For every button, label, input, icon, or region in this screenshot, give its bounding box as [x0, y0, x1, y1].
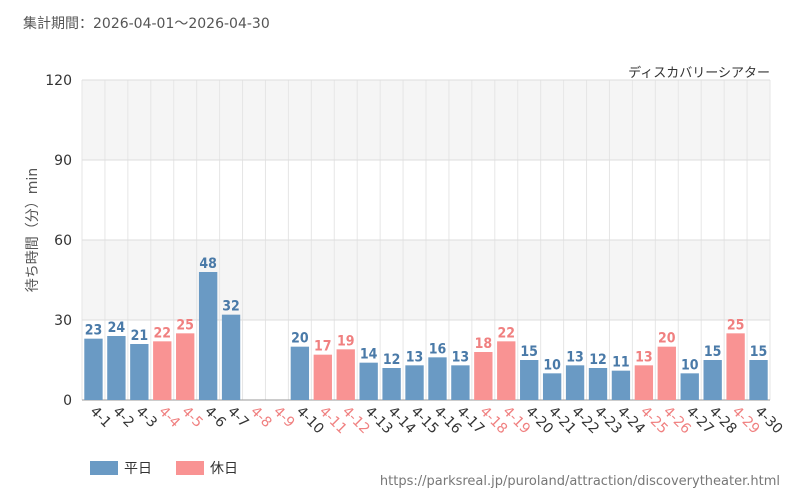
bar — [153, 341, 172, 400]
x-tick-label: 4-3 — [133, 404, 160, 431]
bar-value-label: 10 — [543, 357, 561, 373]
bar-value-label: 22 — [154, 325, 172, 341]
bar-value-label: 14 — [360, 347, 378, 363]
bar — [497, 341, 516, 400]
bar-value-label: 48 — [199, 256, 217, 272]
x-tick-label: 4-1 — [87, 404, 114, 431]
x-tick-label: 4-6 — [201, 404, 229, 432]
bar-value-label: 13 — [406, 349, 424, 365]
bar — [428, 357, 447, 400]
bar — [634, 365, 654, 400]
bar-value-label: 15 — [750, 344, 768, 360]
bar — [542, 373, 562, 400]
bar-value-label: 16 — [429, 341, 447, 357]
y-tick-label: 60 — [54, 233, 72, 249]
legend: 平日 休日 — [90, 458, 262, 478]
y-tick-label: 90 — [54, 153, 72, 169]
bar-value-label: 15 — [520, 344, 538, 360]
x-tick-label: 4-9 — [270, 404, 297, 431]
bar-value-label: 20 — [658, 331, 676, 347]
y-tick-label: 120 — [45, 73, 72, 89]
bar-value-label: 21 — [131, 328, 149, 344]
bar — [382, 368, 401, 400]
bar-value-label: 24 — [108, 320, 126, 336]
x-tick-label: 4-5 — [178, 404, 205, 431]
bar — [657, 346, 676, 400]
bar — [565, 365, 585, 400]
bar — [336, 349, 355, 400]
bar — [611, 370, 631, 400]
bar-value-label: 20 — [291, 331, 309, 347]
bar-value-label: 18 — [475, 336, 493, 352]
y-tick-label: 30 — [54, 313, 72, 329]
legend-holiday: 休日 — [176, 458, 238, 478]
bar — [221, 314, 241, 400]
bar-value-label: 10 — [681, 357, 699, 373]
bar-value-label: 12 — [589, 352, 607, 368]
x-tick-label: 4-7 — [224, 404, 251, 431]
bar-value-label: 32 — [222, 299, 240, 315]
x-tick-label: 4-8 — [247, 404, 274, 431]
bar — [198, 272, 218, 400]
bar — [703, 360, 722, 400]
bar-value-label: 13 — [635, 349, 653, 365]
bar — [130, 344, 149, 400]
legend-weekday-label: 平日 — [124, 461, 152, 477]
bar-value-label: 12 — [383, 352, 401, 368]
y-tick-label: 0 — [63, 393, 72, 409]
bar-value-label: 17 — [314, 339, 332, 355]
bar — [405, 365, 424, 400]
bar-value-label: 19 — [337, 333, 355, 349]
legend-weekday: 平日 — [90, 458, 152, 478]
bar — [107, 336, 126, 400]
bar — [474, 352, 493, 400]
bar — [520, 360, 539, 400]
chart-bars — [84, 272, 768, 400]
bar-value-label: 13 — [566, 349, 584, 365]
bar-value-label: 11 — [612, 355, 630, 371]
bar — [726, 333, 745, 400]
bar-value-label: 15 — [704, 344, 722, 360]
x-tick-label: 4-4 — [155, 404, 183, 432]
bar — [451, 365, 470, 400]
bar — [176, 333, 195, 400]
legend-holiday-swatch — [176, 461, 204, 475]
chart-grid — [81, 79, 771, 401]
bar-value-label: 23 — [85, 323, 103, 339]
bar — [313, 354, 332, 400]
legend-weekday-swatch — [90, 461, 118, 475]
bar — [290, 346, 310, 400]
legend-holiday-label: 休日 — [210, 461, 238, 477]
bar — [680, 373, 699, 400]
bar-value-label: 22 — [498, 325, 516, 341]
x-tick-label: 4-2 — [110, 404, 137, 431]
bar-value-label: 13 — [452, 349, 470, 365]
chart-x-ticks: 4-14-24-34-44-54-64-74-84-94-104-114-124… — [87, 404, 786, 438]
source-url: https://parksreal.jp/puroland/attraction… — [379, 474, 780, 489]
bar — [588, 368, 608, 400]
bar — [359, 362, 378, 400]
period-label: 集計期間：2026-04-01～2026-04-30 — [23, 16, 270, 32]
bar — [84, 338, 103, 400]
bar — [749, 360, 768, 400]
chart-y-ticks: 0 30 60 90 120 — [45, 73, 72, 409]
attraction-name: ディスカバリーシアター — [628, 66, 770, 81]
y-axis-label: 待ち時間（分）min — [25, 168, 41, 292]
bar-value-label: 25 — [727, 317, 745, 333]
bar-value-label: 25 — [176, 317, 194, 333]
